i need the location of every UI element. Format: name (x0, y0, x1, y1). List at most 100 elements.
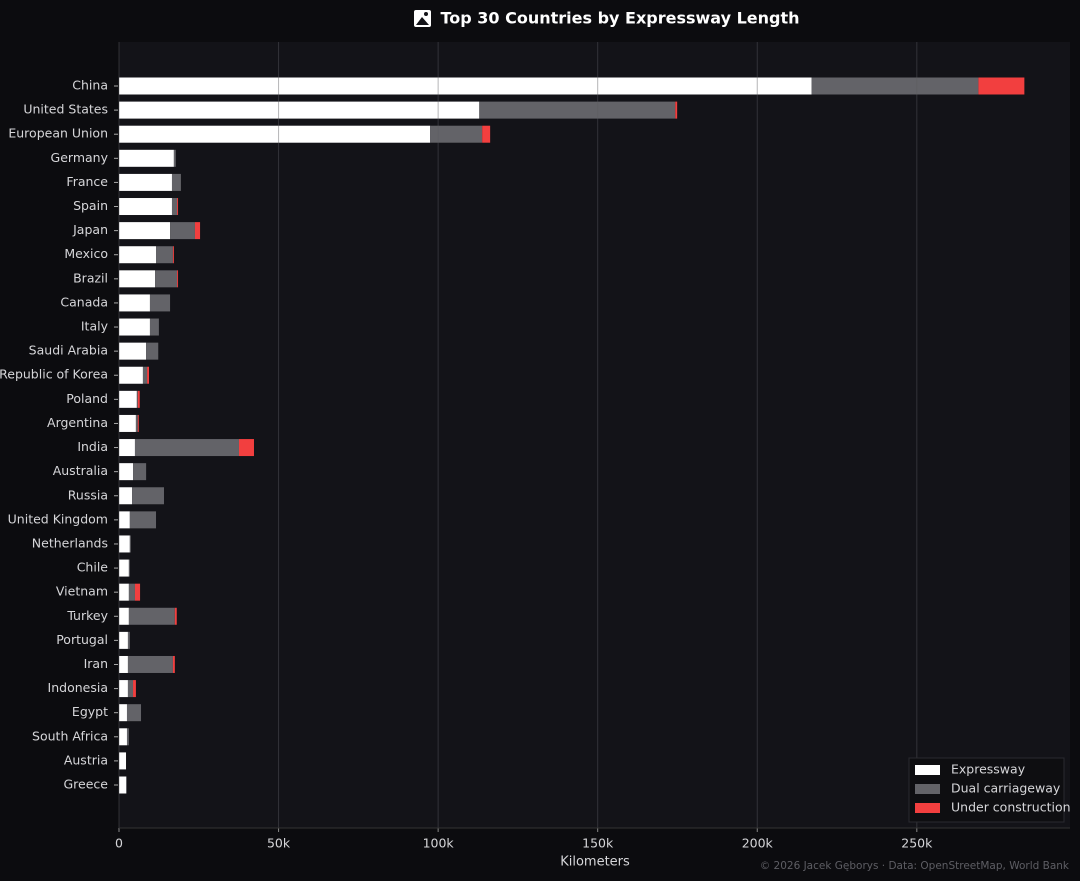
bar-segment (147, 366, 149, 384)
y-tick-label: Australia (53, 463, 108, 478)
y-tick-label: Italy (81, 319, 109, 334)
y-tick-label: China (72, 78, 108, 93)
legend-label: Expressway (951, 762, 1026, 777)
bar-segment (135, 414, 138, 432)
bar-segment (675, 101, 678, 119)
legend-label: Under construction (951, 800, 1071, 815)
y-tick-label: United Kingdom (8, 511, 108, 526)
bar-segment (129, 535, 131, 553)
bar-segment (156, 246, 173, 264)
bar-segment (119, 270, 156, 288)
bar-segment (134, 583, 141, 601)
y-tick-label: Netherlands (32, 535, 108, 550)
bar-segment (119, 680, 128, 698)
bar-segment (119, 294, 150, 312)
bar-segment (177, 270, 179, 288)
bar-segment (173, 149, 176, 167)
bar-segment (479, 101, 676, 119)
bar-segment (126, 728, 129, 746)
bar-segment (128, 607, 175, 625)
bar-segment (119, 198, 172, 216)
bar-segment (119, 246, 157, 264)
bar-segment (126, 776, 127, 794)
bar-segment (119, 535, 130, 553)
legend-swatch (915, 784, 940, 794)
bar-segment (127, 655, 173, 673)
bar-segment (119, 125, 431, 143)
x-axis-label: Kilometers (560, 855, 630, 870)
bar-segment (129, 511, 157, 529)
y-tick-label: Canada (60, 294, 108, 309)
bar-segment (171, 173, 181, 191)
bar-segment (127, 631, 130, 649)
bar-segment (119, 173, 172, 191)
y-tick-label: Chile (77, 560, 109, 575)
x-tick-label: 200k (742, 836, 774, 851)
bar-segment (238, 439, 254, 457)
bar-segment (119, 655, 128, 673)
bar-segment (119, 776, 127, 794)
bar-segment (119, 487, 133, 505)
bar-segment (430, 125, 483, 143)
bar-segment (119, 439, 135, 457)
bar-segment (978, 77, 1025, 95)
bar-segment (119, 101, 480, 119)
bar-segment (119, 607, 129, 625)
x-tick-label: 0 (115, 836, 123, 851)
bar-segment (119, 728, 127, 746)
y-tick-label: India (77, 439, 108, 454)
chart-title: Top 30 Countries by Expressway Length (440, 9, 799, 28)
bar-segment (132, 487, 164, 505)
y-tick-label: Russia (68, 487, 108, 502)
y-tick-label: South Africa (32, 728, 108, 743)
bar-segment (127, 680, 134, 698)
bar-segment (119, 511, 130, 529)
bar-segment (119, 222, 171, 240)
bar-segment (119, 704, 127, 722)
y-tick-label: Austria (64, 752, 108, 767)
y-tick-label: Saudi Arabia (29, 343, 108, 358)
plot-area (119, 42, 1070, 828)
bar-segment (119, 583, 129, 601)
bar-segment (119, 414, 136, 432)
bar-segment (171, 198, 178, 216)
y-tick-label: Brazil (73, 270, 108, 285)
x-tick-label: 50k (267, 836, 291, 851)
bar-segment (119, 752, 127, 770)
bar-segment (119, 318, 150, 336)
legend-swatch (915, 803, 940, 813)
y-tick-label: Greece (64, 777, 109, 792)
bar-segment (149, 318, 159, 336)
legend-label: Dual carriageway (951, 781, 1061, 796)
bar-segment (170, 222, 195, 240)
y-tick-label: France (66, 174, 108, 189)
bar-segment (134, 439, 239, 457)
y-tick-label: Turkey (66, 608, 108, 623)
legend-swatch (915, 765, 940, 775)
y-tick-label: Vietnam (56, 584, 108, 599)
x-tick-label: 100k (423, 836, 455, 851)
y-tick-label: Spain (73, 198, 108, 213)
bar-segment (128, 583, 135, 601)
bar-segment (133, 463, 147, 481)
bar-segment (146, 342, 159, 360)
bar-segment (482, 125, 491, 143)
bar-segment (119, 342, 147, 360)
bar-segment (119, 366, 143, 384)
y-tick-label: United States (23, 102, 108, 117)
bar-segment (172, 655, 175, 673)
bar-segment (119, 390, 137, 408)
y-tick-label: Germany (51, 150, 109, 165)
y-tick-label: Indonesia (48, 680, 108, 695)
bar-segment (119, 631, 128, 649)
bar-segment (126, 704, 142, 722)
y-tick-label: Egypt (72, 704, 108, 719)
y-tick-label: Portugal (56, 632, 108, 647)
bar-segment (119, 149, 174, 167)
y-tick-label: Poland (66, 391, 108, 406)
x-tick-label: 250k (901, 836, 933, 851)
bar-segment (174, 607, 177, 625)
bar-segment (177, 198, 179, 216)
y-tick-label: Iran (84, 656, 108, 671)
